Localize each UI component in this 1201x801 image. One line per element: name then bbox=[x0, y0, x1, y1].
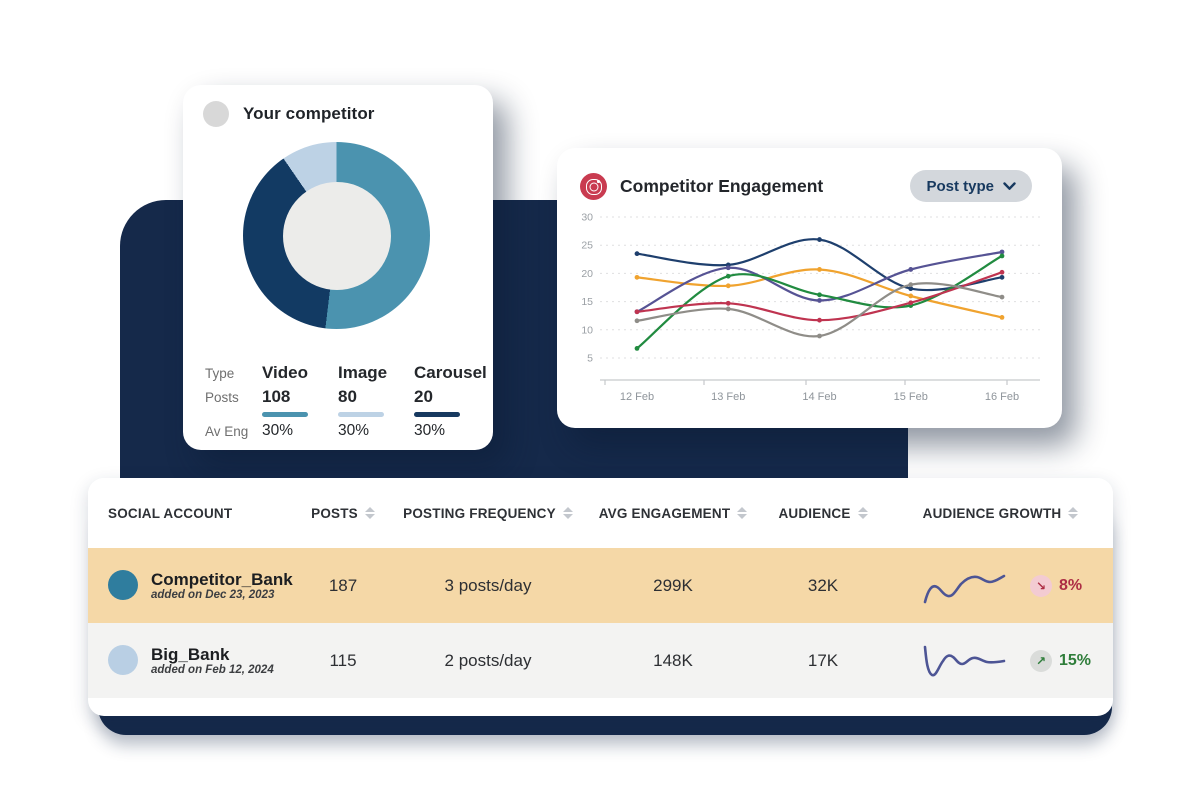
col-header-posts: POSTS bbox=[311, 505, 358, 521]
account-name: Big_Bank bbox=[151, 644, 230, 664]
posts-value: 115 bbox=[329, 650, 357, 670]
stats-label-avg-eng: Av Eng bbox=[205, 423, 249, 439]
engagement-card: Competitor Engagement Post type 30 25 20 15… bbox=[557, 148, 1062, 428]
table-row-competitor-bank[interactable]: Competitor_Bank added on Dec 23, 2023 18… bbox=[88, 548, 1113, 623]
svg-text:15: 15 bbox=[581, 296, 593, 308]
stat-avg-eng: 30% bbox=[338, 422, 370, 439]
stat-type: Carousel bbox=[414, 363, 487, 382]
stat-underline bbox=[414, 411, 460, 417]
stats-col-video: Video 108 30% bbox=[262, 361, 338, 443]
svg-text:5: 5 bbox=[587, 353, 593, 365]
stat-underline bbox=[338, 411, 384, 417]
col-header-audience-growth: AUDIENCE GROWTH bbox=[922, 505, 1062, 521]
col-header-social-account: SOCIAL ACCOUNT bbox=[108, 505, 233, 521]
growth-down-arrow-icon: ↘ bbox=[1030, 574, 1052, 597]
competitor-card: Your competitor Type Posts Av Eng Video … bbox=[183, 85, 493, 450]
stats-label-posts: Posts bbox=[205, 389, 239, 405]
sort-avg-engagement-icon[interactable] bbox=[737, 506, 748, 520]
col-header-avg-engagement: AVG ENGAGEMENT bbox=[598, 505, 731, 521]
account-name: Competitor_Bank bbox=[151, 569, 293, 589]
stat-posts: 80 bbox=[338, 387, 357, 406]
svg-text:30: 30 bbox=[581, 212, 593, 224]
post-type-donut-chart bbox=[243, 142, 430, 329]
audience-value: 32K bbox=[807, 575, 839, 595]
growth-sparkline-icon bbox=[923, 645, 1006, 676]
competitor-avatar bbox=[203, 101, 229, 127]
growth-up-arrow-icon: ↗ bbox=[1030, 649, 1052, 672]
competitor-card-title: Your competitor bbox=[243, 104, 375, 123]
posting-frequency-value: 2 posts/day bbox=[444, 650, 532, 670]
posts-value: 187 bbox=[328, 575, 358, 595]
stat-type: Video bbox=[262, 363, 308, 382]
engagement-card-title: Competitor Engagement bbox=[620, 176, 824, 196]
svg-text:12 Feb: 12 Feb bbox=[620, 391, 654, 403]
sort-audience-growth-icon[interactable] bbox=[1068, 506, 1079, 520]
stat-avg-eng: 30% bbox=[414, 422, 446, 439]
stats-label-type: Type bbox=[205, 365, 235, 381]
stat-type: Image bbox=[338, 363, 388, 382]
svg-text:16 Feb: 16 Feb bbox=[985, 391, 1019, 403]
post-type-dropdown-label: Post type bbox=[926, 177, 994, 195]
svg-text:25: 25 bbox=[581, 240, 593, 252]
donut-hole bbox=[282, 181, 391, 290]
engagement-card-header: Competitor Engagement Post type bbox=[557, 148, 1062, 204]
svg-text:13 Feb: 13 Feb bbox=[711, 391, 745, 403]
svg-text:15 Feb: 15 Feb bbox=[894, 391, 928, 403]
growth-sparkline-icon bbox=[923, 574, 1006, 603]
table-row-big-bank[interactable]: Big_Bank added on Feb 12, 2024 115 2 pos… bbox=[88, 623, 1113, 698]
stats-row-labels: Type Posts Av Eng bbox=[205, 361, 262, 443]
avg-engagement-value: 299K bbox=[653, 575, 693, 595]
instagram-icon bbox=[580, 173, 607, 200]
engagement-line-chart: 30 25 20 15 10 5 12 Feb 13 Feb 14 Feb 15 Feb 16 Fe… bbox=[581, 212, 1040, 403]
stat-posts: 108 bbox=[262, 387, 291, 406]
post-type-dropdown[interactable]: Post type bbox=[910, 170, 1032, 202]
sort-posts-icon[interactable] bbox=[364, 506, 375, 520]
growth-percent: 15% bbox=[1059, 651, 1092, 669]
svg-text:10: 10 bbox=[581, 324, 593, 336]
stats-col-image: Image 80 30% bbox=[338, 361, 414, 443]
competitor-card-header: Your competitor bbox=[183, 85, 493, 127]
audience-value: 17K bbox=[807, 650, 839, 670]
avg-engagement-value: 148K bbox=[653, 650, 693, 670]
account-added-date: added on Dec 23, 2023 bbox=[151, 589, 275, 602]
stat-underline bbox=[262, 411, 308, 417]
accounts-table: SOCIAL ACCOUNT POSTS POSTING FREQUENCY A… bbox=[88, 478, 1113, 716]
col-header-audience: AUDIENCE bbox=[778, 505, 851, 521]
stats-col-carousel: Carousel 20 30% bbox=[414, 361, 506, 443]
account-added-date: added on Feb 12, 2024 bbox=[151, 664, 274, 677]
sort-posting-frequency-icon[interactable] bbox=[562, 506, 573, 520]
chevron-down-icon bbox=[1003, 181, 1016, 190]
posting-frequency-value: 3 posts/day bbox=[444, 575, 532, 595]
account-avatar bbox=[108, 570, 138, 601]
stat-avg-eng: 30% bbox=[262, 422, 294, 439]
stat-posts: 20 bbox=[414, 387, 433, 406]
account-avatar bbox=[108, 645, 138, 676]
svg-text:20: 20 bbox=[581, 268, 593, 280]
table-header-row: SOCIAL ACCOUNT POSTS POSTING FREQUENCY A… bbox=[88, 478, 1113, 548]
col-header-posting-frequency: POSTING FREQUENCY bbox=[403, 505, 556, 521]
svg-text:14 Feb: 14 Feb bbox=[802, 391, 836, 403]
post-type-stats: Type Posts Av Eng Video 108 30% Image 80… bbox=[205, 361, 506, 443]
sort-audience-icon[interactable] bbox=[857, 506, 868, 520]
growth-percent: 8% bbox=[1059, 576, 1083, 594]
